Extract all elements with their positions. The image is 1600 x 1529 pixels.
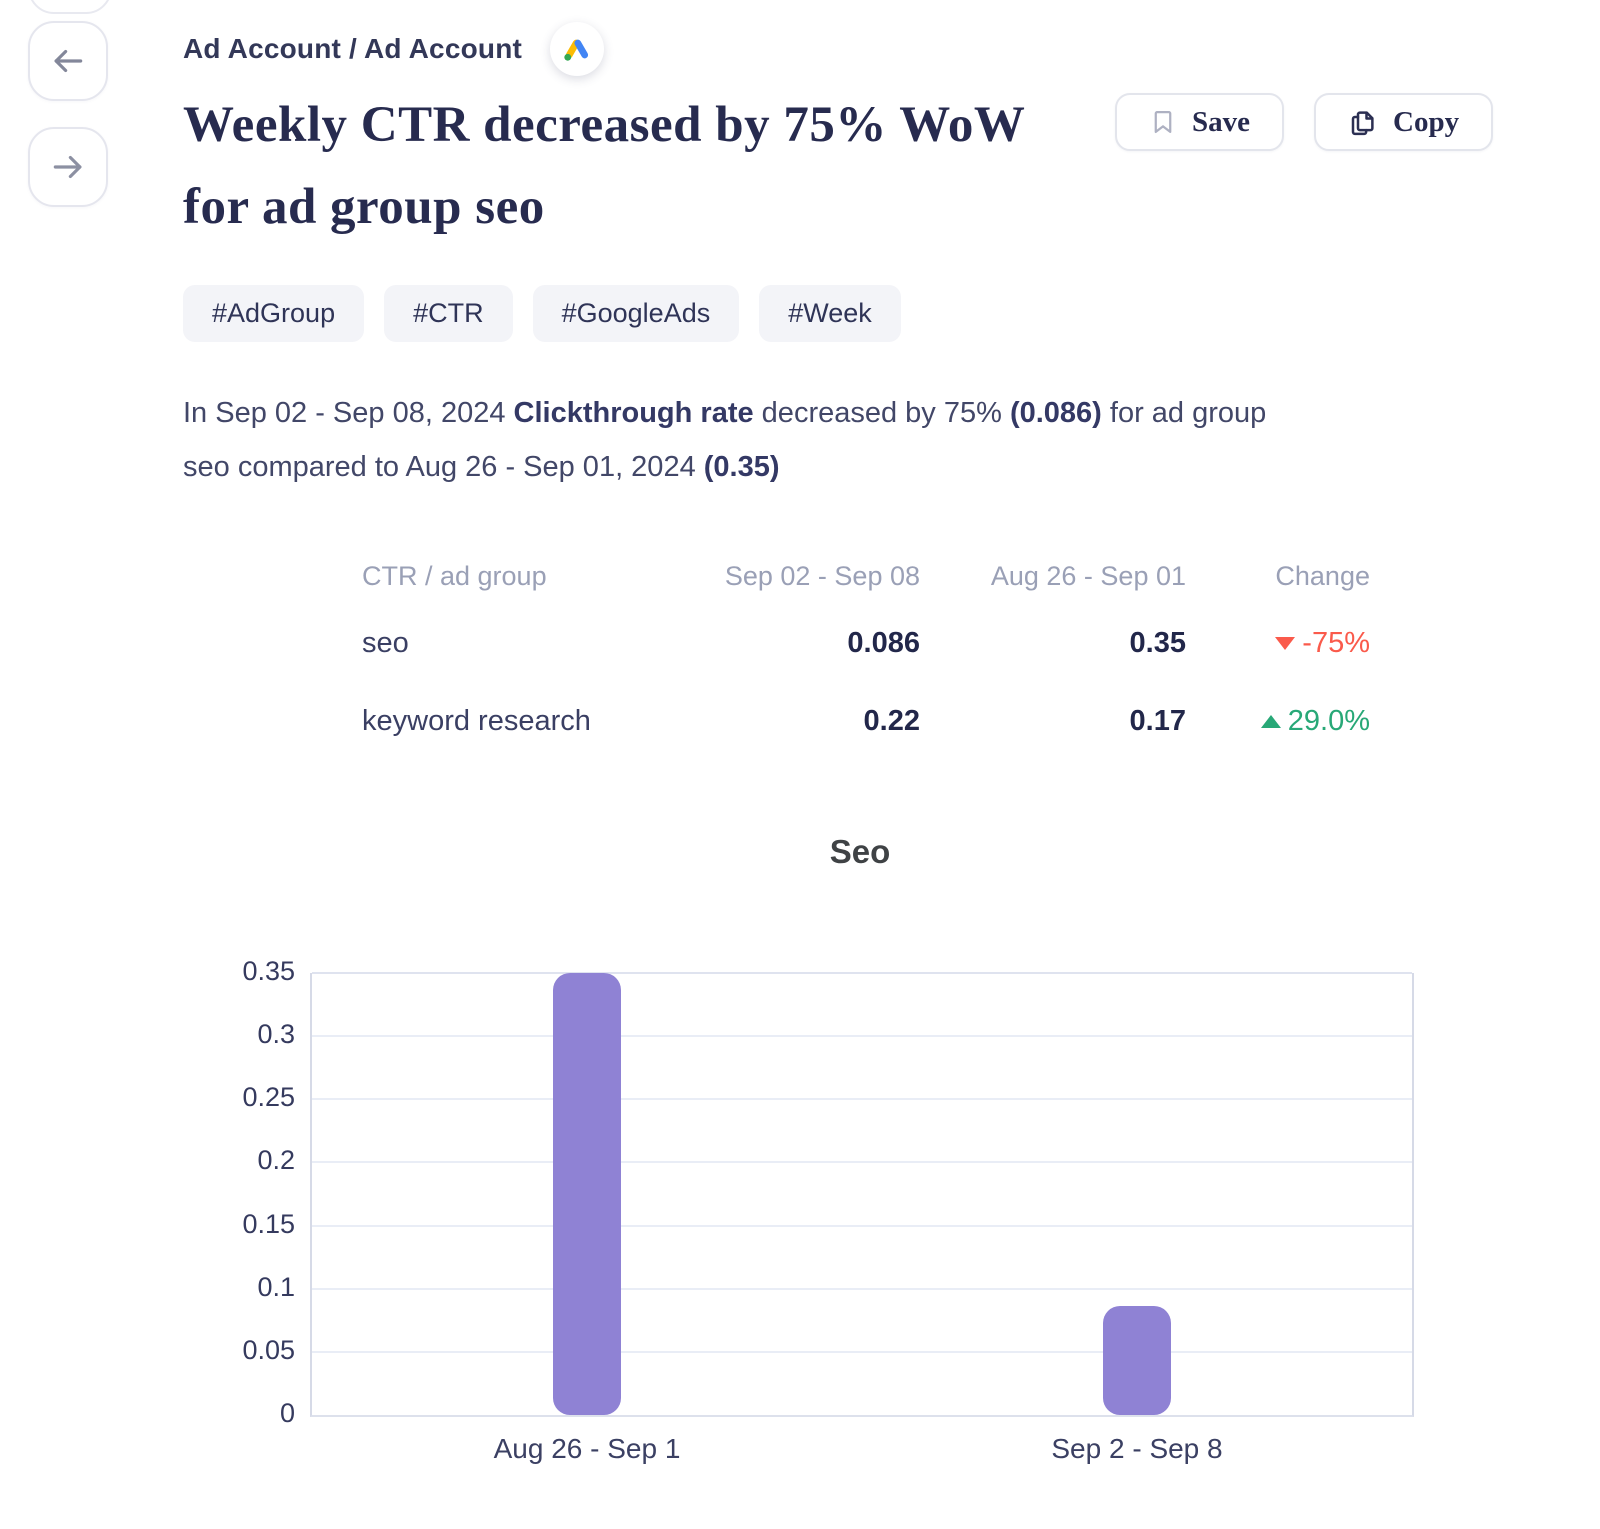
page-title-line-1: Weekly CTR decreased by 75% WoW [183,97,1026,153]
gridline [312,1161,1412,1164]
breadcrumb-row: Ad Account / Ad Account [183,22,605,76]
y-axis-tick-label: 0.3 [257,1019,295,1050]
metric-table: CTR / ad group Sep 02 - Sep 08 Aug 26 - Se… [362,548,1370,760]
copy-icon [1348,107,1378,137]
row-name: keyword research [362,704,591,737]
page-title: Weekly CTR decreased by 75% WoW for ad g… [183,84,1143,248]
table-row: seo 0.086 0.35 -75% [362,604,1370,682]
gridline [312,1224,1412,1227]
table-column-header: Sep 02 - Sep 08 [724,560,920,591]
tag-chip[interactable]: #Week [759,285,901,342]
y-axis-tick-label: 0 [279,1398,295,1428]
summary-bold-segment: (0.35) [703,451,780,483]
row-current-value: 0.086 [847,626,920,659]
tag-chip[interactable]: #GoogleAds [532,285,740,342]
forward-button[interactable] [28,127,108,207]
y-axis-tick-label: 0.05 [242,1334,295,1365]
header-actions: Save Copy [1115,93,1494,151]
table-column-header: Aug 26 - Sep 01 [990,560,1186,591]
tag-chip[interactable]: #CTR [384,285,513,342]
summary-text: In Sep 02 - Sep 08, 2024 Clickthrough ra… [183,386,1543,494]
gridline [312,1035,1412,1038]
breadcrumb[interactable]: Ad Account / Ad Account [183,33,523,64]
x-axis-tick-label: Aug 26 - Sep 1 [493,1433,681,1464]
copy-button[interactable]: Copy [1314,93,1494,151]
row-current-value: 0.22 [863,704,920,737]
summary-segment: seo compared to Aug 26 - Sep 01, 2024 [183,451,704,483]
row-name: seo [362,626,409,659]
page-title-line-2: for ad group seo [183,179,545,235]
summary-segment: for ad group [1101,397,1267,429]
row-change: -75% [1186,627,1370,660]
bar-Aug 26 - Sep 1[interactable] [553,973,621,1415]
summary-segment: decreased by 75% [753,397,1010,429]
y-axis-tick-label: 0.15 [242,1208,295,1239]
row-change-value: -75% [1302,626,1370,659]
bookmark-icon [1149,108,1177,136]
row-previous-value: 0.17 [1129,704,1186,737]
chart-plot: 0 0.05 0.1 0.15 0.2 0.25 0.3 0.35 Aug 26 - Sep 1… [242,956,1414,1464]
table-column-header: Change [1275,560,1370,591]
summary-bold-segment: (0.086) [1009,397,1102,429]
row-previous-value: 0.35 [1129,626,1186,659]
table-row: keyword research 0.22 0.17 29.0% [362,682,1370,760]
tag-chip[interactable]: #AdGroup [183,285,365,342]
google-ads-icon [550,22,605,76]
chart-title: Seo [829,833,891,870]
triangle-down-icon [1275,636,1296,650]
gridline [312,1287,1412,1290]
triangle-up-icon [1260,714,1281,728]
back-button[interactable] [28,21,108,101]
table-body: seo 0.086 0.35 -75% keyword research 0.22 0.17… [362,604,1370,760]
bar-Sep 2 - Sep 8[interactable] [1103,1306,1171,1415]
save-button-label: Save [1192,105,1250,138]
table-column-header: CTR / ad group [362,560,547,591]
gridline [312,1098,1412,1101]
y-axis-tick-label: 0.35 [242,956,295,986]
row-change: 29.0% [1186,705,1370,738]
gridline [312,972,1412,974]
copy-button-label: Copy [1393,105,1460,138]
summary-bold-segment: Clickthrough rate [513,397,754,429]
x-axis-tick-label: Sep 2 - Sep 8 [1051,1433,1223,1464]
arrow-right-icon [49,148,87,186]
y-axis-tick-label: 0.2 [257,1145,295,1176]
tag-list: #AdGroup #CTR #GoogleAds #Week [183,285,901,342]
arrow-left-icon [49,42,87,80]
nav-button-partial [28,0,112,14]
table-header-row: CTR / ad group Sep 02 - Sep 08 Aug 26 - Se… [362,548,1370,604]
y-axis-tick-label: 0.1 [257,1271,295,1302]
save-button[interactable]: Save [1115,93,1284,151]
gridline [312,1350,1412,1353]
row-change-value: 29.0% [1287,704,1370,737]
summary-segment: In Sep 02 - Sep 08, 2024 [183,397,514,429]
y-axis-tick-label: 0.25 [242,1082,295,1113]
